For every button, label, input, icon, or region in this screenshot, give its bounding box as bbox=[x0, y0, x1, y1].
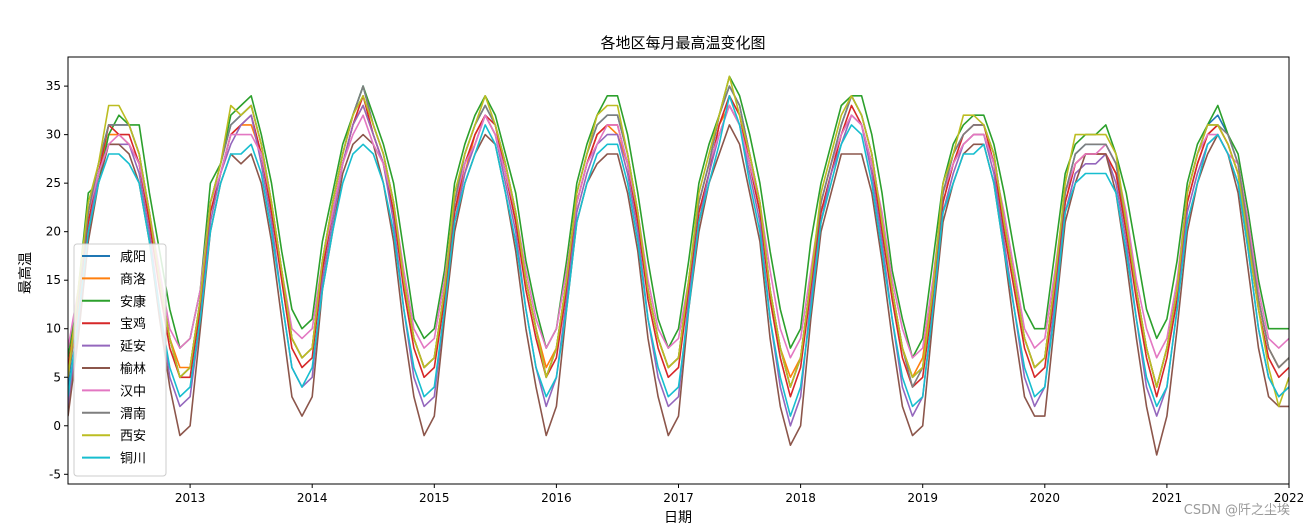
x-tick-label-7: 2020 bbox=[1030, 491, 1061, 505]
legend-label-1: 商洛 bbox=[120, 272, 146, 287]
legend-label-0: 咸阳 bbox=[120, 250, 146, 265]
y-tick-label-4: 15 bbox=[46, 273, 61, 287]
series-line-8 bbox=[68, 75, 1289, 408]
y-tick-label-7: 30 bbox=[46, 128, 61, 142]
y-tick-label-1: 0 bbox=[53, 419, 61, 433]
legend-label-7: 渭南 bbox=[120, 406, 146, 422]
series-line-9 bbox=[68, 95, 1289, 417]
x-tick-label-1: 2014 bbox=[297, 491, 328, 505]
plot-frame bbox=[67, 56, 1290, 485]
x-tick-label-4: 2017 bbox=[663, 491, 694, 505]
legend-label-4: 延安 bbox=[120, 340, 146, 355]
legend-label-9: 铜川 bbox=[120, 452, 146, 467]
plot-area bbox=[68, 75, 1289, 456]
legend-label-8: 西安 bbox=[120, 429, 146, 444]
chart-title: 各地区每月最高温变化图 bbox=[600, 34, 765, 52]
x-tick-label-2: 2015 bbox=[419, 491, 450, 505]
x-tick-label-9: 2022 bbox=[1274, 491, 1304, 505]
series-line-4 bbox=[68, 104, 1289, 427]
y-axis: -5 0 5 10 15 20 25 30 35 bbox=[46, 79, 68, 481]
series-line-1 bbox=[68, 104, 1289, 388]
series-line-6 bbox=[68, 104, 1289, 359]
legend-label-6: 汉中 bbox=[120, 384, 146, 399]
y-axis-title: 最高温 bbox=[17, 252, 34, 294]
legend-label-5: 榆林 bbox=[120, 362, 146, 377]
y-tick-label-8: 35 bbox=[46, 79, 61, 93]
y-tick-label-0: -5 bbox=[49, 467, 61, 481]
y-tick-label-2: 5 bbox=[53, 370, 61, 384]
legend-frame bbox=[73, 243, 167, 477]
x-tick-label-5: 2018 bbox=[785, 491, 816, 505]
legend-label-3: 宝鸡 bbox=[120, 316, 146, 332]
x-axis-title: 日期 bbox=[664, 510, 692, 526]
watermark: CSDN @阡之尘埃 bbox=[1184, 503, 1290, 518]
x-tick-label-0: 2013 bbox=[175, 491, 206, 505]
y-tick-label-6: 25 bbox=[46, 176, 61, 190]
x-tick-label-3: 2016 bbox=[541, 491, 572, 505]
x-axis: 2013 2014 2015 2016 2017 2018 2019 2020 2021 2022 bbox=[175, 484, 1304, 505]
y-tick-label-3: 10 bbox=[46, 322, 61, 336]
y-tick-label-5: 20 bbox=[46, 225, 61, 239]
legend-label-2: 安康 bbox=[120, 294, 146, 310]
series-line-3 bbox=[68, 95, 1289, 398]
x-tick-label-8: 2021 bbox=[1152, 491, 1183, 505]
series-line-7 bbox=[68, 85, 1289, 388]
series-line-0 bbox=[68, 85, 1289, 388]
x-tick-label-6: 2019 bbox=[907, 491, 938, 505]
